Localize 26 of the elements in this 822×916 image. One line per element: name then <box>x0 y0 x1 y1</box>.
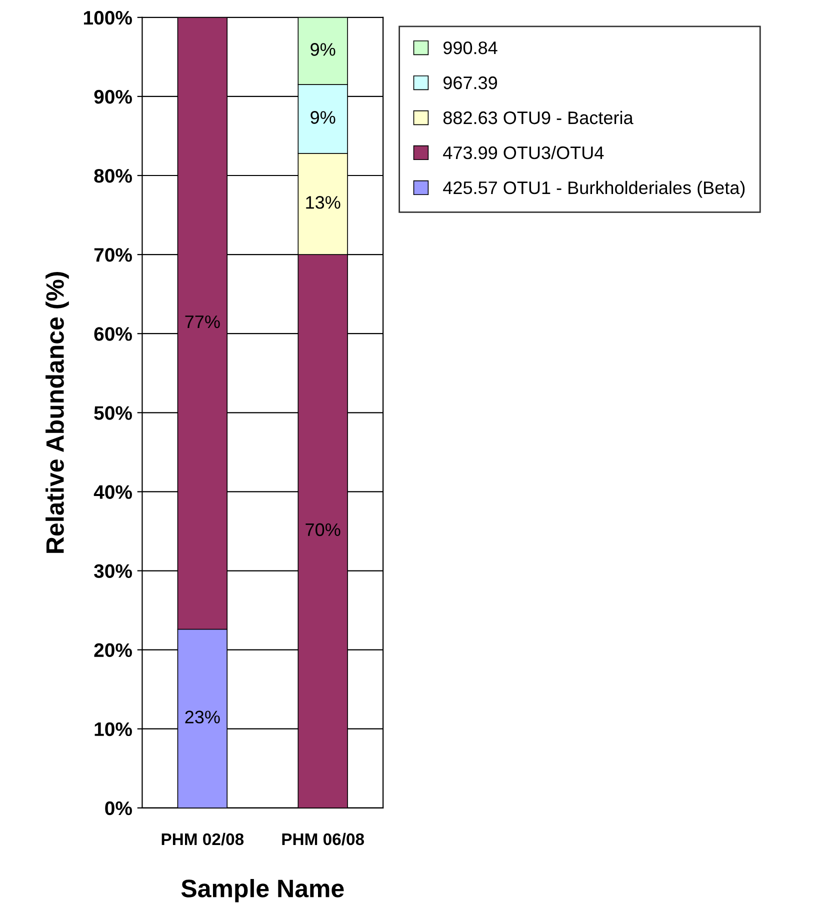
legend-label: 990.84 <box>443 41 498 54</box>
y-tick-label: 40% <box>94 485 132 499</box>
y-tick-label: 80% <box>94 168 132 183</box>
data-label: 77% <box>185 315 220 328</box>
y-tick-label: 50% <box>94 406 132 420</box>
legend-label: 473.99 OTU3/OTU4 <box>443 146 604 160</box>
legend-label: 967.39 <box>443 76 498 90</box>
data-label: 70% <box>306 523 340 536</box>
y-axis-title: Relative Abundance (%) <box>46 272 69 553</box>
y-tick-label: 60% <box>94 327 132 341</box>
x-axis-title: Sample Name <box>181 879 344 902</box>
y-tick-label: 0% <box>105 801 132 816</box>
x-tick-label: PHM 02/08 <box>162 832 244 846</box>
data-label: 13% <box>306 196 340 209</box>
y-tick-label: 70% <box>94 248 132 262</box>
y-tick-label: 100% <box>84 10 132 25</box>
y-tick-label: 90% <box>94 90 132 104</box>
legend-label: 882.63 OTU9 - Bacteria <box>443 110 634 124</box>
x-tick-label: PHM 06/08 <box>282 832 364 846</box>
data-label: 23% <box>185 710 220 724</box>
legend-label: 425.57 OTU1 - Burkholderiales (Beta) <box>443 180 745 198</box>
y-tick-label: 20% <box>94 643 132 658</box>
data-label: 9% <box>310 43 336 56</box>
data-label: 9% <box>310 111 336 124</box>
y-tick-label: 30% <box>94 564 132 578</box>
y-tick-label: 10% <box>94 722 132 736</box>
